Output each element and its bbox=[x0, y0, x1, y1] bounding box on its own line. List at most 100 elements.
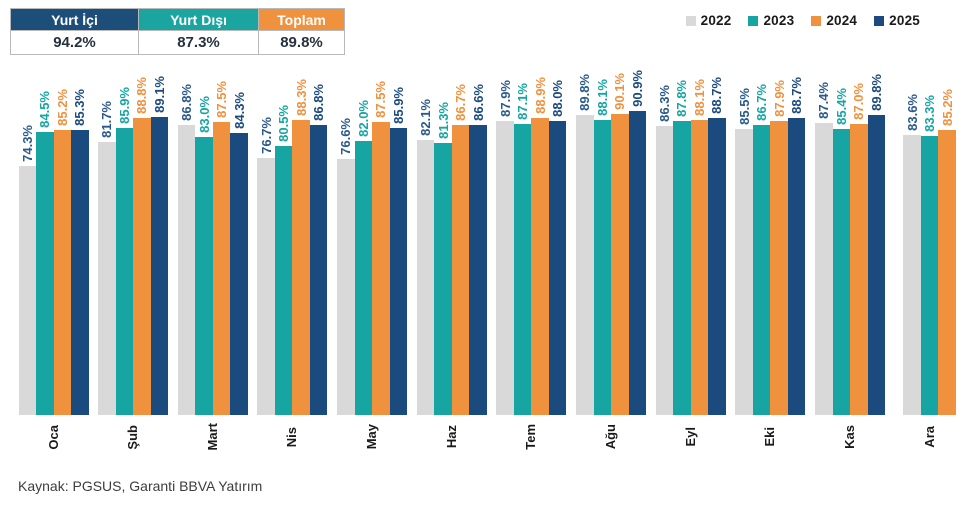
x-axis-label-Mart: Mart bbox=[204, 423, 220, 451]
bar-2022-Tem bbox=[496, 121, 514, 415]
bar-2024-Eki bbox=[770, 121, 788, 415]
summary-table-header-row: Yurt İçi Yurt Dışı Toplam bbox=[10, 8, 345, 31]
x-axis-label-Haz: Haz bbox=[443, 425, 459, 449]
bar-2023-Ara bbox=[920, 136, 939, 415]
bar-value-label-2025-Mart: 84.3% bbox=[231, 92, 247, 129]
x-axis-label-wrap-Mart: Mart bbox=[191, 415, 235, 459]
legend-label-2023: 2023 bbox=[763, 13, 795, 28]
bar-value-label-2024-Haz: 86.7% bbox=[453, 84, 468, 121]
bar-2023-Nis bbox=[274, 146, 293, 415]
bar-2023-Şub bbox=[115, 128, 134, 415]
bar-value-label-2024-Ağu: 90.1% bbox=[612, 73, 628, 110]
bar-2025-May bbox=[389, 128, 408, 415]
bar-value-label-2025-Haz: 86.6% bbox=[470, 84, 486, 121]
bar-2022-Eki bbox=[735, 129, 753, 415]
bar-value-label-2024-Eki: 87.9% bbox=[771, 80, 787, 117]
bar-value-label-2023-Kas: 85.4% bbox=[833, 88, 849, 125]
bar-value-label-2024-Tem: 88.9% bbox=[532, 77, 548, 114]
x-axis-label-wrap-Ara: Ara bbox=[908, 415, 952, 459]
bar-value-label-2023-Mart: 83.0% bbox=[196, 96, 212, 133]
legend-item-2022: 2022 bbox=[685, 13, 732, 28]
bar-value-label-2024-Mart: 87.5% bbox=[214, 81, 230, 118]
legend-swatch-2025 bbox=[874, 15, 885, 26]
bar-value-label-2024-Şub: 88.8% bbox=[134, 77, 150, 114]
bar-value-label-2024-Ara: 85.2% bbox=[939, 89, 955, 126]
bar-2022-Ara bbox=[903, 135, 921, 415]
bar-value-label-2022-May: 76.6% bbox=[338, 118, 354, 155]
bar-value-label-2025-Tem: 88.0% bbox=[550, 80, 566, 117]
x-axis-label-Ara: Ara bbox=[921, 426, 937, 448]
bar-2024-Ağu bbox=[611, 114, 629, 415]
bar-2023-Oca bbox=[36, 132, 54, 415]
summary-value-yurt-disi: 87.3% bbox=[138, 30, 259, 55]
x-axis-label-Şub: Şub bbox=[125, 424, 141, 450]
legend-item-2023: 2023 bbox=[748, 13, 794, 28]
x-axis-label-wrap-Ağu: Ağu bbox=[589, 415, 633, 459]
bar-2025-Ağu bbox=[628, 111, 647, 415]
bar-value-label-2022-Eki: 85.5% bbox=[736, 88, 752, 125]
bar-value-label-2025-Şub: 89.1% bbox=[151, 76, 167, 113]
x-axis-label-Nis: Nis bbox=[284, 426, 300, 448]
legend-swatch-2022 bbox=[685, 15, 696, 26]
bar-value-label-2022-Mart: 86.8% bbox=[179, 84, 195, 121]
bar-value-label-2023-Ara: 83.3% bbox=[922, 95, 938, 132]
bar-value-label-2022-Tem: 87.9% bbox=[497, 80, 513, 117]
bar-2022-Ağu bbox=[576, 115, 594, 415]
legend-label-2024: 2024 bbox=[826, 13, 858, 28]
bar-2024-Ara bbox=[938, 130, 956, 415]
bar-2022-Eyl bbox=[655, 126, 674, 415]
bar-value-label-2025-Eyl: 88.7% bbox=[709, 77, 725, 114]
x-axis-label-Eyl: Eyl bbox=[682, 427, 698, 447]
x-axis-label-Ağu: Ağu bbox=[603, 424, 619, 450]
bar-2022-Kas bbox=[815, 123, 833, 415]
bar-2024-Haz bbox=[451, 125, 470, 415]
bar-2023-Mart bbox=[195, 137, 213, 415]
bar-value-label-2022-Ara: 83.6% bbox=[904, 94, 920, 131]
bar-value-label-2025-Nis: 86.8% bbox=[311, 84, 327, 121]
bar-value-label-2023-May: 82.0% bbox=[355, 100, 371, 137]
bar-2023-Eki bbox=[752, 125, 771, 415]
bar-2022-Mart bbox=[177, 125, 196, 415]
bar-value-label-2023-Haz: 81.3% bbox=[435, 102, 451, 139]
bar-value-label-2022-Haz: 82.1% bbox=[418, 99, 433, 136]
x-axis-label-wrap-Şub: Şub bbox=[111, 415, 155, 459]
legend-item-2024: 2024 bbox=[811, 13, 857, 28]
legend-swatch-2024 bbox=[811, 15, 822, 26]
bar-2022-Oca bbox=[18, 166, 36, 415]
x-axis-label-Tem: Tem bbox=[523, 424, 539, 450]
bar-2025-Nis bbox=[309, 125, 328, 415]
bar-2023-Kas bbox=[832, 129, 850, 415]
x-axis-label-wrap-Haz: Haz bbox=[430, 415, 474, 459]
x-axis: Oca Şub Mart Nis May Haz Tem Ağu Eyl Eki Kas Ara bbox=[10, 415, 950, 465]
bar-value-label-2025-Kas: 89.8% bbox=[868, 74, 884, 111]
bar-value-label-2024-Oca: 85.2% bbox=[54, 89, 70, 126]
x-axis-label-Eki: Eki bbox=[762, 427, 778, 447]
bar-2025-Mart bbox=[230, 133, 248, 415]
bar-2025-Tem bbox=[548, 121, 567, 415]
legend-label-2022: 2022 bbox=[700, 13, 732, 28]
summary-value-toplam: 89.8% bbox=[258, 30, 345, 55]
summary-header-toplam: Toplam bbox=[258, 8, 345, 31]
bar-2025-Oca bbox=[71, 130, 89, 415]
bar-2023-Ağu bbox=[593, 120, 612, 415]
bar-value-label-2024-Nis: 88.3% bbox=[293, 79, 309, 116]
bar-2024-Şub bbox=[133, 118, 151, 415]
bar-2023-Haz bbox=[434, 143, 452, 415]
x-axis-label-May: May bbox=[364, 424, 380, 450]
source-note: Kaynak: PGSUS, Garanti BBVA Yatırım bbox=[18, 478, 263, 494]
bar-value-label-2022-Ağu: 89.8% bbox=[577, 74, 593, 111]
x-axis-label-Kas: Kas bbox=[842, 425, 857, 449]
bar-2022-May bbox=[337, 159, 355, 415]
legend-swatch-2023 bbox=[748, 15, 759, 26]
bar-2022-Nis bbox=[257, 158, 275, 415]
bar-2024-Mart bbox=[212, 122, 231, 415]
bar-chart-plot-area: 74.3% 84.5% 85.2% 85.3% 81.7% 85.9% 88.8% 89.1%… bbox=[10, 58, 956, 415]
bar-value-label-2023-Ağu: 88.1% bbox=[594, 79, 610, 116]
bar-2024-Oca bbox=[53, 130, 71, 415]
bar-2023-Tem bbox=[513, 124, 532, 415]
bar-2024-Kas bbox=[850, 124, 868, 415]
summary-value-yurt-ici: 94.2% bbox=[10, 30, 139, 55]
x-axis-label-wrap-May: May bbox=[350, 415, 394, 459]
x-axis-label-Oca: Oca bbox=[45, 424, 61, 450]
bar-value-label-2023-Eki: 86.7% bbox=[754, 84, 770, 121]
